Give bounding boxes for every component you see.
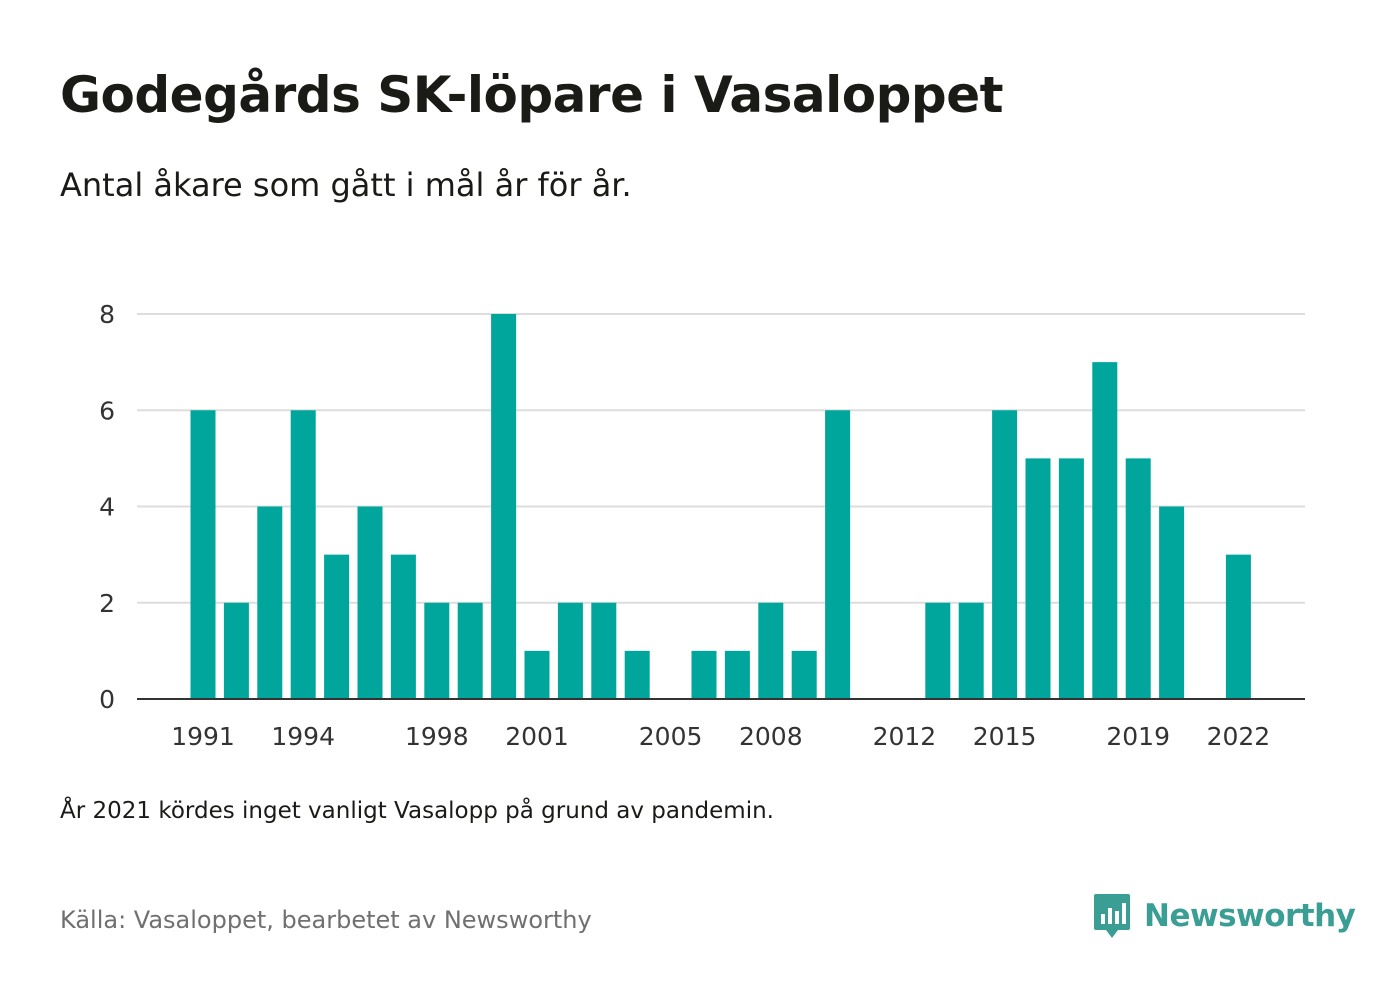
bar-1991 [190, 410, 216, 699]
bar-2007 [724, 650, 750, 699]
bar-2009 [791, 650, 817, 699]
bar-1999 [457, 602, 483, 699]
bar-2003 [591, 602, 617, 699]
bar-1994 [290, 410, 316, 699]
bar-2001 [524, 650, 550, 699]
x-tick-label-2005: 2005 [639, 722, 703, 751]
x-tick-label-2001: 2001 [505, 722, 569, 751]
x-tick-label-2019: 2019 [1106, 722, 1170, 751]
x-tick-label-2012: 2012 [873, 722, 937, 751]
bar-2015 [992, 410, 1018, 699]
bar-2013 [925, 602, 951, 699]
bar-2008 [758, 602, 784, 699]
chart-note: År 2021 kördes inget vanligt Vasalopp på… [60, 798, 774, 824]
bar-1995 [324, 554, 350, 699]
y-tick-label-0: 0 [99, 685, 115, 714]
chart-subtitle: Antal åkare som gått i mål år för år. [60, 166, 632, 204]
y-tick-label-4: 4 [99, 493, 115, 522]
x-tick-label-1998: 1998 [405, 722, 469, 751]
bar-1998 [424, 602, 450, 699]
bar-2010 [825, 410, 851, 699]
bar-2018 [1092, 362, 1118, 699]
x-tick-label-2022: 2022 [1207, 722, 1271, 751]
axes: 0 2 4 6 8 1991 1994 1998 2001 2005 2008 2012 2015 201… [99, 300, 1305, 751]
x-tick-label-1991: 1991 [171, 722, 235, 751]
bar-2019 [1125, 458, 1151, 699]
bar-2020 [1159, 506, 1185, 699]
x-tick-label-2008: 2008 [739, 722, 803, 751]
newsworthy-logo-icon [1094, 894, 1130, 938]
brand-name: Newsworthy [1144, 898, 1356, 934]
bar-1997 [390, 554, 416, 699]
y-tick-label-6: 6 [99, 396, 115, 425]
bar-2000 [491, 314, 517, 699]
bar-2022 [1225, 554, 1251, 699]
x-tick-label-2015: 2015 [973, 722, 1037, 751]
bar-2004 [624, 650, 650, 699]
bar-2014 [958, 602, 984, 699]
y-tick-label-2: 2 [99, 589, 115, 618]
bar-chart: 0 2 4 6 8 1991 1994 1998 2001 2005 2008 2012 2015 201… [99, 300, 1305, 751]
bar-2006 [691, 650, 717, 699]
bars [190, 314, 1251, 699]
bar-1996 [357, 506, 383, 699]
x-tick-label-1994: 1994 [271, 722, 335, 751]
chart-title: Godegårds SK-löpare i Vasaloppet [60, 66, 1004, 124]
bar-2016 [1025, 458, 1051, 699]
source-credit: Källa: Vasaloppet, bearbetet av Newswort… [60, 906, 592, 934]
bar-2002 [557, 602, 583, 699]
brand-logo: Newsworthy [1092, 892, 1356, 940]
y-tick-label-8: 8 [99, 300, 115, 329]
bar-2017 [1058, 458, 1084, 699]
bar-1993 [257, 506, 283, 699]
bar-1992 [223, 602, 249, 699]
